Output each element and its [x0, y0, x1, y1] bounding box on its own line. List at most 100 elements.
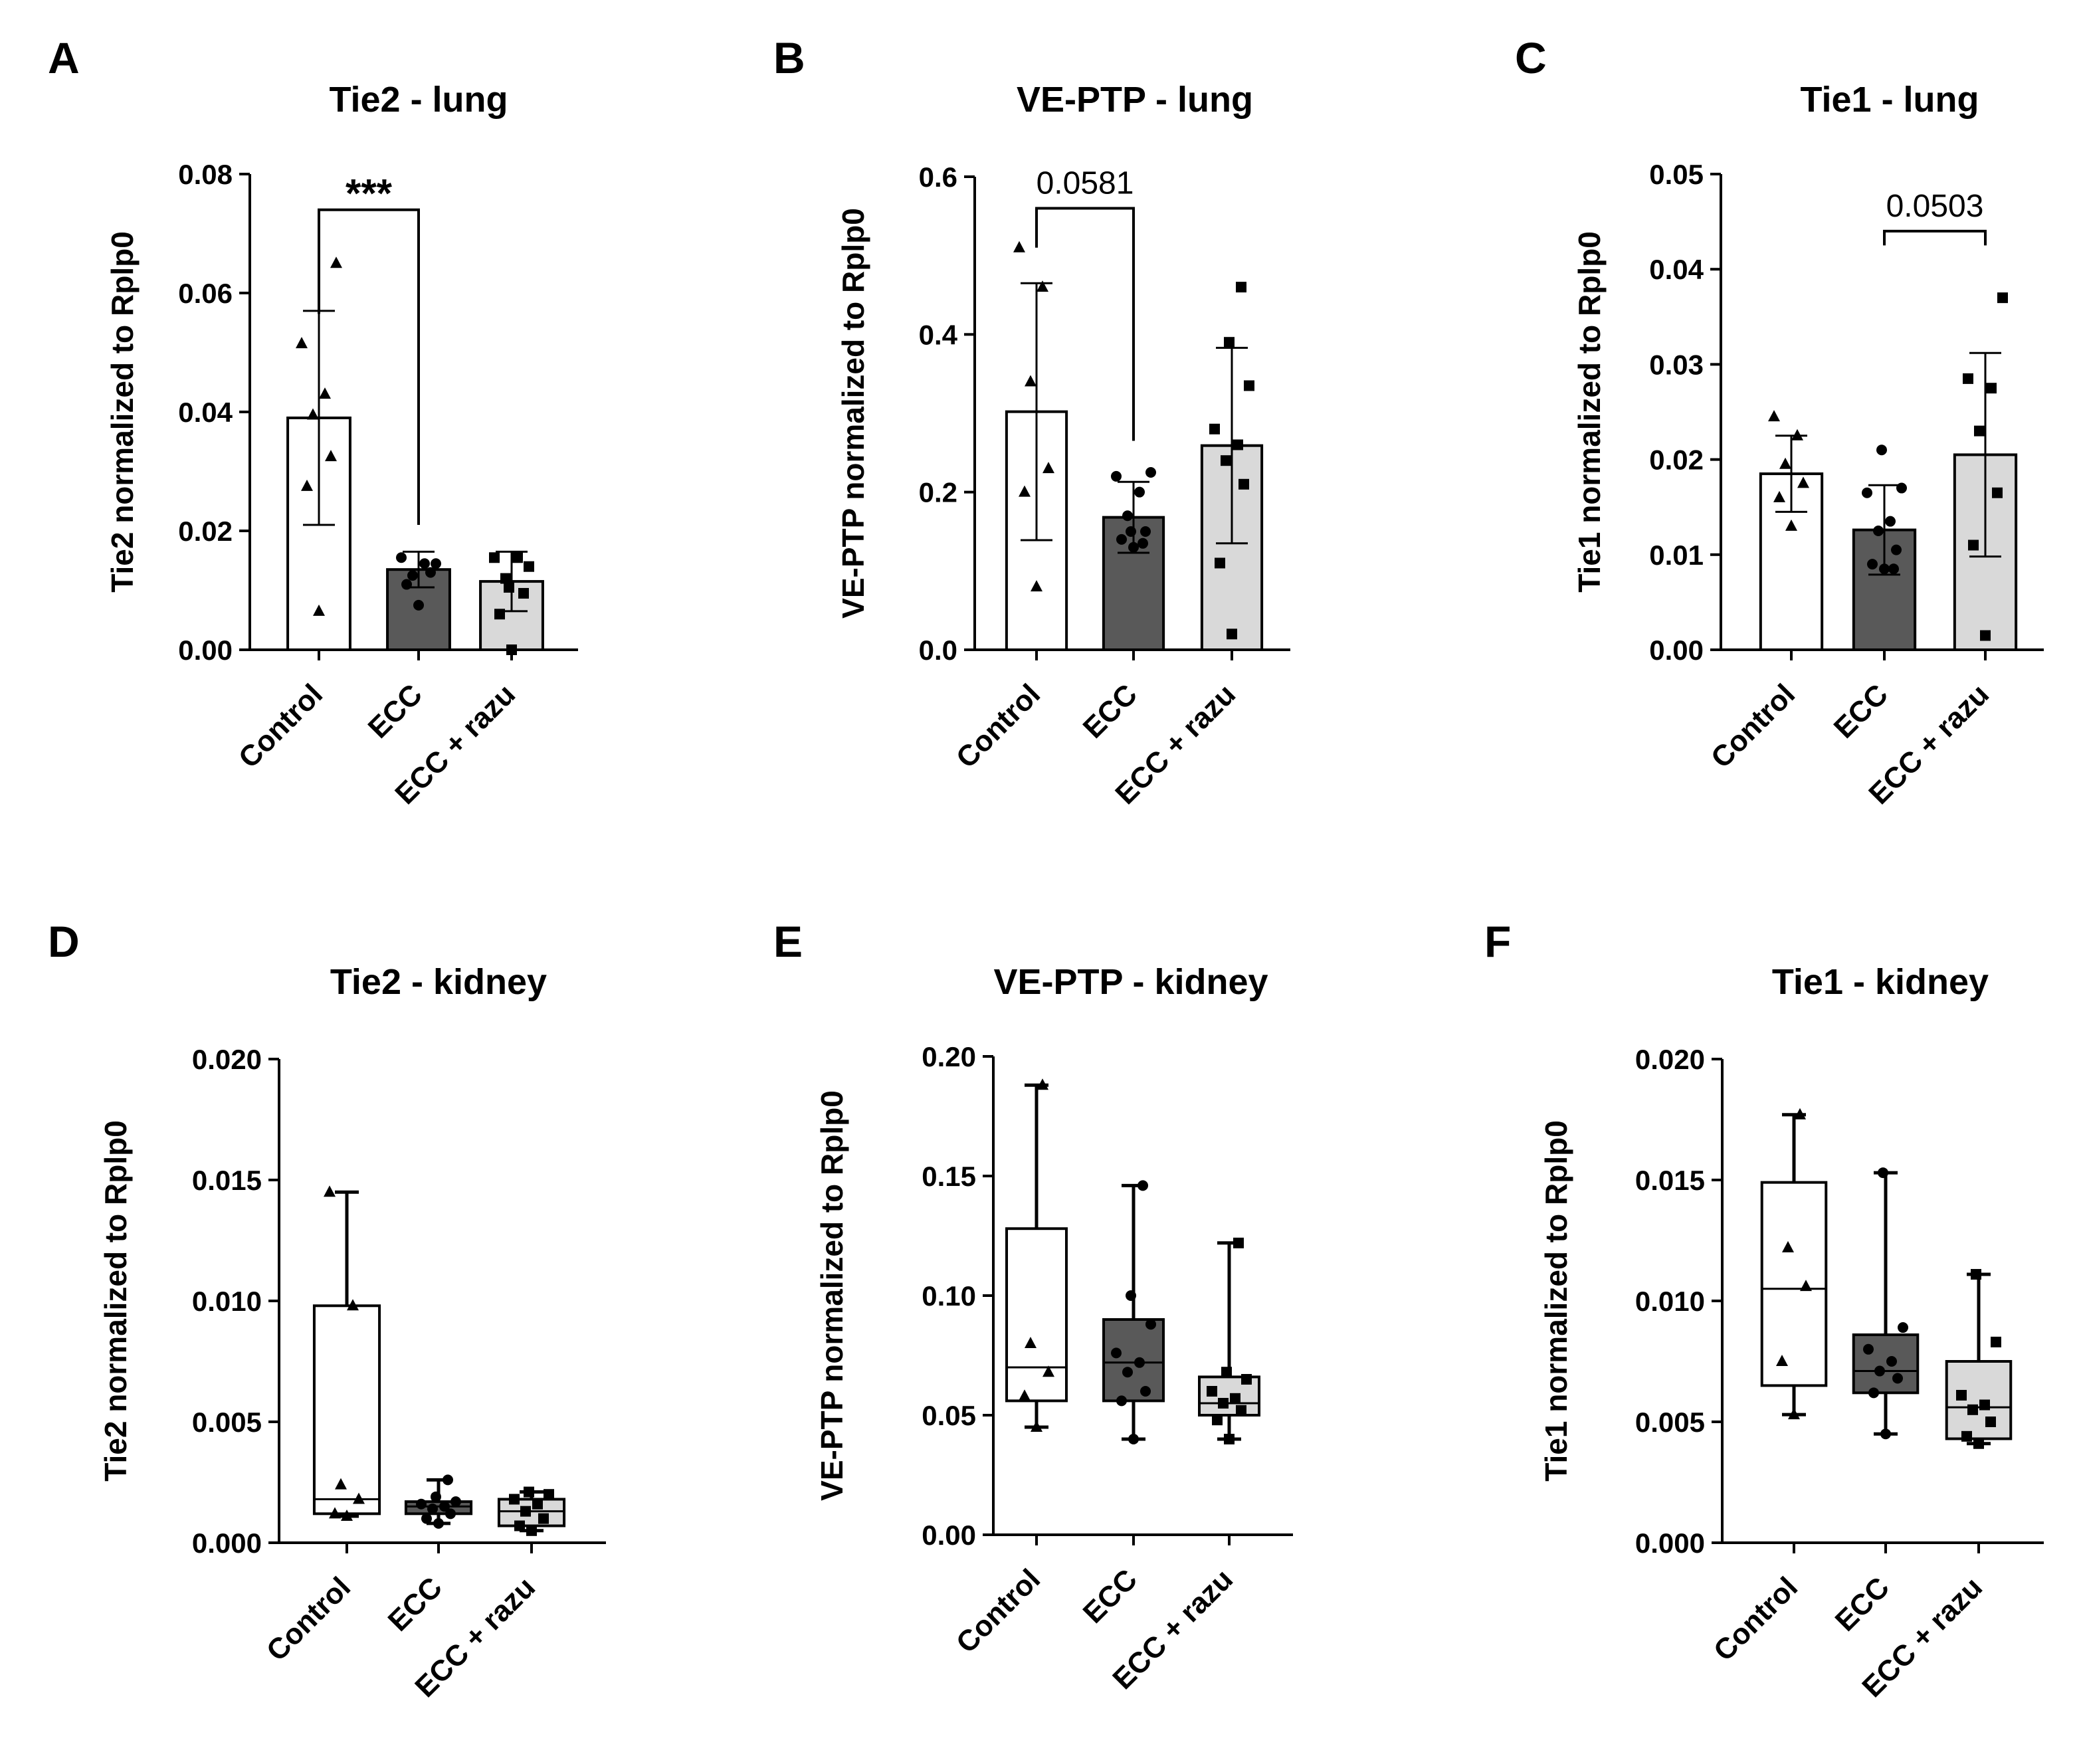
- y-tick-label: 0.010: [192, 1286, 262, 1317]
- y-tick-label: 0.01: [1649, 539, 1704, 571]
- data-point: [1886, 1356, 1897, 1367]
- data-point: [1773, 490, 1785, 502]
- y-tick-label: 0.6: [919, 161, 957, 193]
- data-point: [1134, 1357, 1145, 1368]
- data-point: [1862, 487, 1872, 498]
- data-point: [1209, 423, 1220, 435]
- data-point: [1963, 373, 1973, 384]
- panel-letter: A: [48, 33, 80, 82]
- data-point: [1898, 1322, 1908, 1333]
- data-point: [1031, 580, 1042, 592]
- x-tick-label: Control: [233, 678, 329, 774]
- data-point: [1239, 478, 1249, 490]
- data-point: [319, 387, 331, 399]
- data-point: [1973, 1438, 1984, 1449]
- x-tick-label: ECC: [382, 1571, 448, 1637]
- data-point: [445, 1508, 456, 1519]
- data-point: [425, 567, 436, 578]
- y-tick-label: 0.04: [1649, 254, 1704, 285]
- chart-title: Tie1 - lung: [1800, 80, 1979, 120]
- data-point: [1126, 526, 1136, 537]
- y-axis-label: Tie2 normalized to Rplp0: [98, 1120, 133, 1482]
- box: [404, 1500, 473, 1516]
- panel-E: E VE-PTP - kidney VE-PTP normalized to Rpl…: [773, 917, 1293, 1696]
- y-tick-label: 0.00: [1649, 635, 1704, 666]
- panel-letter: E: [773, 917, 803, 966]
- data-point: [1879, 563, 1890, 575]
- data-point: [443, 1474, 453, 1486]
- data-point: [1873, 526, 1884, 536]
- data-point: [1892, 1373, 1903, 1384]
- significance-label: ***: [346, 171, 393, 216]
- data-point: [1126, 1290, 1136, 1301]
- y-axis-label: VE-PTP normalized to Rplp0: [836, 208, 870, 619]
- data-point: [1221, 455, 1231, 466]
- data-point: [1985, 1417, 1996, 1427]
- data-point: [301, 479, 313, 491]
- y-axis-label: Tie1 normalized to Rplp0: [1572, 231, 1607, 593]
- y-tick-label: 0.2: [919, 477, 957, 508]
- y-tick-label: 0.000: [1635, 1527, 1705, 1559]
- chart-title: VE-PTP - lung: [1017, 80, 1253, 120]
- box: [1852, 1333, 1920, 1395]
- x-tick-label: Control: [950, 1563, 1046, 1659]
- y-tick-label: 0.4: [919, 319, 958, 350]
- y-tick-label: 0.10: [922, 1280, 976, 1312]
- data-point: [1230, 1393, 1240, 1404]
- data-point: [1992, 487, 2003, 498]
- box: [497, 1498, 566, 1527]
- data-point: [1233, 439, 1243, 450]
- data-point: [1974, 425, 1985, 437]
- panel-D: D Tie2 - kidney Tie2 normalized to Rplp0 0.…: [48, 917, 606, 1704]
- data-point: [1888, 563, 1899, 575]
- data-point: [524, 1486, 534, 1498]
- data-point: [526, 1525, 537, 1536]
- panel-F: F Tie1 - kidney Tie1 normalized to Rplp0 0.…: [1484, 917, 2044, 1704]
- data-point: [401, 579, 412, 590]
- data-point: [1128, 1434, 1139, 1444]
- data-point: [514, 1520, 525, 1531]
- data-point: [1227, 629, 1237, 640]
- data-point: [325, 450, 337, 462]
- y-tick-label: 0.000: [192, 1527, 262, 1559]
- data-point: [396, 552, 407, 563]
- x-tick-label: ECC: [1828, 678, 1894, 744]
- box: [1005, 1227, 1068, 1403]
- y-tick-label: 0.020: [192, 1044, 262, 1075]
- chart-title: Tie2 - lung: [329, 80, 508, 120]
- data-point: [413, 599, 424, 611]
- data-point: [1956, 1389, 1967, 1401]
- y-axis-label: Tie2 normalized to Rplp0: [105, 231, 140, 593]
- data-point: [1013, 241, 1025, 252]
- data-point: [419, 558, 430, 569]
- data-point: [518, 587, 529, 599]
- data-point: [1997, 292, 2008, 304]
- data-point: [1221, 1367, 1232, 1378]
- data-point: [1971, 1268, 1981, 1280]
- data-point: [1863, 1343, 1874, 1355]
- y-tick-label: 0.02: [178, 516, 233, 547]
- data-point: [520, 1506, 531, 1517]
- data-point: [489, 552, 500, 563]
- panel-letter: C: [1515, 33, 1547, 82]
- data-point: [1019, 485, 1031, 497]
- data-point: [1979, 1399, 1990, 1411]
- data-point: [1218, 1398, 1229, 1409]
- data-point: [1868, 1387, 1879, 1399]
- data-point: [1968, 539, 1979, 551]
- data-point: [1782, 1240, 1794, 1252]
- data-point: [1967, 1404, 1978, 1415]
- data-point: [1025, 375, 1037, 387]
- data-point: [1236, 282, 1246, 293]
- y-tick-label: 0.015: [192, 1165, 262, 1196]
- x-tick-label: ECC: [362, 678, 429, 744]
- data-point: [1037, 280, 1048, 292]
- data-point: [538, 1513, 549, 1524]
- data-point: [431, 558, 441, 569]
- significance-bracket: [1035, 207, 1135, 441]
- y-tick-label: 0.00: [178, 635, 233, 666]
- data-point: [1031, 1421, 1042, 1432]
- y-tick-label: 0.005: [192, 1407, 262, 1438]
- data-point: [296, 337, 308, 349]
- data-point: [1111, 470, 1122, 482]
